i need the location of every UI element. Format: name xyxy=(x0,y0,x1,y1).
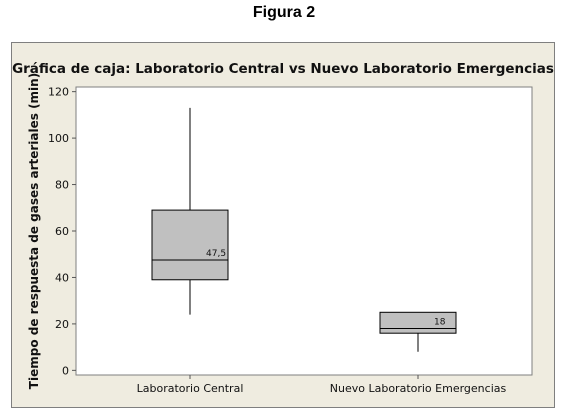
y-tick-label: 20 xyxy=(55,318,69,331)
median-label: 47,5 xyxy=(206,249,226,259)
y-axis: 0 20 40 60 80 100 120 xyxy=(48,86,76,377)
y-tick-label: 120 xyxy=(48,86,69,99)
box-group: 47,5 xyxy=(151,107,229,315)
y-tick-label: 0 xyxy=(62,364,69,377)
chart-title: Gráfica de caja: Laboratorio Central vs … xyxy=(12,61,554,77)
y-tick-label: 40 xyxy=(55,271,69,284)
y-tick-label: 100 xyxy=(48,132,69,145)
figure-label: Figura 2 xyxy=(252,4,316,21)
boxes: 47,5 18 xyxy=(151,107,457,352)
x-tick-label: Laboratorio Central xyxy=(137,382,244,395)
box-group: 18 xyxy=(379,311,457,352)
y-axis-label: Tiempo de respuesta de gases arteriales … xyxy=(27,73,41,389)
median-label: 18 xyxy=(434,318,446,328)
x-tick-label: Nuevo Laboratorio Emergencias xyxy=(330,382,507,395)
y-tick-label: 80 xyxy=(55,179,69,192)
x-axis: Laboratorio Central Nuevo Laboratorio Eme… xyxy=(137,375,507,395)
box-iqr xyxy=(379,311,457,334)
plot-area xyxy=(75,86,533,376)
y-tick-label: 60 xyxy=(55,225,69,238)
box-iqr xyxy=(151,209,229,281)
